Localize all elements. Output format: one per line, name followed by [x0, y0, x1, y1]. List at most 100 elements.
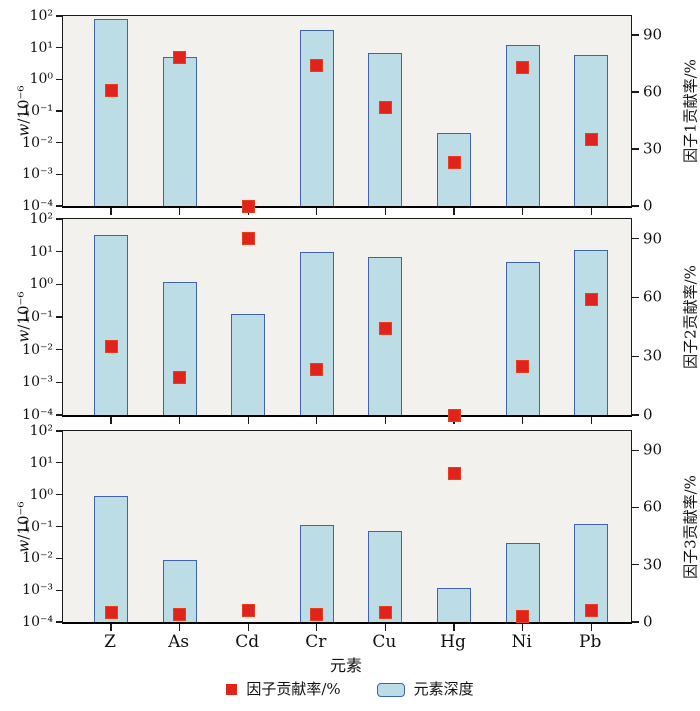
right-axis-tick-label: 90: [643, 25, 663, 44]
bar-pb: [574, 54, 609, 206]
right-axis-tick: [631, 205, 639, 207]
left-axis-tick: [56, 251, 63, 253]
legend: 因子贡献率/% 元素深度: [0, 682, 700, 697]
x-axis-tick-ni: [522, 624, 524, 631]
bar-z: [94, 496, 128, 622]
left-axis-tick: [56, 349, 63, 351]
x-axis-tick-cd: [247, 417, 249, 424]
right-axis-tick-label: 90: [643, 229, 663, 248]
x-axis-tick-z: [110, 208, 112, 215]
x-category-label-z: Z: [104, 632, 116, 652]
bar-ni: [505, 261, 540, 415]
right-axis-tick: [631, 238, 639, 240]
x-category-label-cr: Cr: [305, 632, 327, 652]
x-axis-tick-z: [110, 417, 112, 424]
left-axis-tick: [56, 47, 63, 49]
left-axis-tick: [56, 283, 63, 285]
right-axis-tick: [631, 414, 639, 416]
left-axis-tick-label: 10⁰: [29, 486, 53, 503]
x-category-label-pb: Pb: [579, 632, 602, 652]
factor-2-panel: w/10⁻⁶ 因子2贡献率/% 10² 10¹ 10⁰ 10⁻¹ 10⁻² 10⁻³ 10⁻…: [15, 212, 700, 424]
bar-cr: [299, 525, 334, 622]
right-axis-tick-label: 0: [643, 405, 653, 424]
marker-cd: [241, 199, 255, 213]
right-axis-tick-label: 30: [643, 139, 663, 158]
right-axis-tick-label: 30: [643, 555, 663, 574]
left-axis-tick-label: 10⁻²: [22, 134, 53, 151]
x-axis-tick-cr: [316, 624, 318, 631]
left-axis-tick-label: 10⁻²: [22, 550, 53, 567]
left-axis-tick-label: 10⁻³: [22, 374, 53, 391]
blue-bar-swatch-icon: [376, 682, 405, 697]
bar-cd: [231, 314, 266, 415]
x-axis-tick-pb: [590, 624, 592, 631]
x-axis-tick-z: [110, 624, 112, 631]
marker-cd: [241, 232, 255, 246]
bar-hg: [437, 587, 471, 622]
left-axis-tick-label: 10⁻¹: [22, 309, 53, 325]
marker-ni: [516, 60, 530, 74]
factor-1-panel: w/10⁻⁶ 因子1贡献率/% 10² 10¹ 10⁰ 10⁻¹ 10⁻² 10⁻³ 10⁻…: [15, 9, 700, 215]
bar-cu: [368, 52, 403, 206]
right-axis-label-factor-2: 因子2贡献率/%: [681, 265, 700, 369]
marker-hg: [447, 155, 461, 169]
left-axis-tick-label: 10⁰: [29, 71, 53, 88]
marker-as: [173, 371, 187, 385]
bar-as: [162, 281, 197, 415]
right-axis-tick-label: 60: [643, 497, 663, 516]
marker-cr: [310, 58, 324, 72]
x-category-label-cu: Cu: [372, 632, 397, 652]
left-axis-tick: [56, 110, 63, 112]
legend-item-factor-contribution: 因子贡献率/%: [226, 680, 341, 698]
right-axis-tick: [631, 506, 639, 508]
x-axis-tick-cd: [247, 624, 249, 631]
left-axis-tick-label: 10⁻¹: [22, 518, 53, 535]
left-axis-tick-label: 10²: [29, 8, 53, 24]
left-axis-tick: [56, 430, 63, 432]
marker-pb: [584, 604, 598, 618]
marker-cr: [310, 607, 324, 621]
right-axis-label-factor-3: 因子3贡献率/%: [681, 474, 700, 579]
left-axis-tick-label: 10⁻¹: [22, 103, 53, 119]
left-axis-tick-label: 10⁻³: [22, 582, 53, 599]
x-axis-tick-as: [179, 208, 181, 215]
left-axis-tick: [56, 621, 63, 623]
left-axis-label-w: w: [14, 329, 33, 343]
left-axis-tick: [56, 218, 63, 220]
x-axis-tick-pb: [590, 417, 592, 424]
right-axis-tick-label: 0: [643, 612, 653, 631]
right-axis-label-factor-1: 因子1贡献率/%: [681, 59, 700, 163]
left-axis-tick: [56, 78, 63, 80]
x-category-label-cd: Cd: [235, 632, 260, 652]
x-axis-tick-pb: [590, 208, 592, 215]
right-axis-tick-label: 60: [643, 287, 663, 306]
bar-z: [94, 19, 128, 206]
left-axis-tick-label: 10⁻⁴: [22, 614, 53, 630]
marker-as: [173, 607, 187, 621]
right-axis-tick-label: 0: [643, 196, 653, 215]
marker-cu: [378, 322, 392, 336]
left-axis-tick: [56, 525, 63, 528]
legend-label-factor-contribution: 因子贡献率/%: [246, 680, 341, 698]
x-axis-tick-cu: [384, 417, 386, 424]
bar-cr: [299, 30, 334, 206]
legend-label-element-depth: 元素深度: [413, 680, 474, 698]
left-axis-tick: [56, 381, 63, 383]
bar-cu: [368, 256, 403, 415]
left-axis-tick: [56, 173, 63, 175]
legend-item-element-depth: 元素深度: [376, 680, 474, 698]
x-category-label-as: As: [168, 632, 190, 652]
bar-z: [94, 235, 128, 415]
left-axis-tick: [56, 494, 63, 496]
marker-hg: [447, 408, 461, 422]
x-axis-tick-ni: [522, 417, 524, 424]
left-axis-tick: [56, 589, 63, 591]
left-axis-tick-label: 10²: [29, 211, 53, 227]
x-axis-tick-cr: [316, 208, 318, 215]
marker-pb: [584, 132, 598, 146]
right-axis-tick: [631, 621, 639, 623]
x-axis-tick-as: [179, 417, 181, 424]
right-axis-tick: [631, 564, 639, 566]
left-axis-tick-label: 10¹: [29, 243, 53, 260]
